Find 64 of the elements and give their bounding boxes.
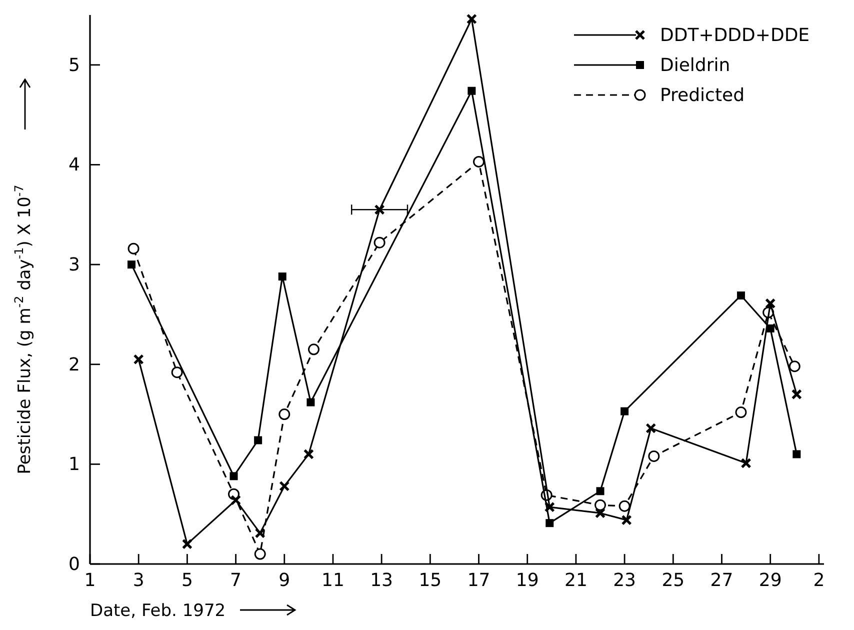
legend-label: Predicted <box>660 85 744 106</box>
x-tick-label: 27 <box>710 570 734 591</box>
point <box>620 407 629 416</box>
point <box>544 502 555 512</box>
point <box>791 389 802 400</box>
x-tick-label: 9 <box>278 570 290 591</box>
point <box>468 86 476 95</box>
point <box>306 398 315 406</box>
point <box>792 450 801 458</box>
point <box>765 298 776 309</box>
point <box>596 487 604 496</box>
x-tick-label: 21 <box>564 570 588 591</box>
legend-label: Dieldrin <box>660 55 730 76</box>
point <box>128 260 136 269</box>
point <box>308 344 320 356</box>
point <box>546 519 554 528</box>
x-tick-label: 15 <box>418 570 442 591</box>
point <box>278 408 290 420</box>
x-tick-label: 25 <box>662 570 685 591</box>
point <box>133 354 144 365</box>
point <box>466 14 477 24</box>
point <box>621 514 632 526</box>
point <box>303 448 314 460</box>
point <box>374 204 385 215</box>
y-tick-label: 3 <box>68 254 80 276</box>
x-axis-title: Date, Feb. 1972 <box>90 601 226 621</box>
point <box>473 156 485 168</box>
point <box>735 406 747 418</box>
x-tick-label: 1 <box>84 570 96 591</box>
x-tick-label: 23 <box>613 570 636 591</box>
point <box>182 538 192 550</box>
x-tick-label: 17 <box>467 570 490 591</box>
point <box>646 422 656 434</box>
x-tick-label: 2 <box>813 570 825 591</box>
y-tick-label: 0 <box>68 554 80 575</box>
x-tick-label: 19 <box>516 570 539 591</box>
point <box>171 366 183 378</box>
point <box>254 436 262 444</box>
point <box>279 480 290 492</box>
y-tick-label: 1 <box>68 454 80 476</box>
point <box>648 450 660 462</box>
point <box>594 508 606 518</box>
x-tick-label: 11 <box>322 570 344 591</box>
x-tick-label: 13 <box>370 570 394 591</box>
x-tick-label: 7 <box>230 570 242 591</box>
point <box>740 458 752 468</box>
point <box>618 500 630 512</box>
x-tick-label: 5 <box>181 570 193 591</box>
point <box>230 472 238 480</box>
point <box>128 242 140 254</box>
point <box>788 360 800 372</box>
point <box>594 499 606 511</box>
legend-label: DDT+DDD+DDE <box>660 25 810 46</box>
point <box>254 528 266 538</box>
x-tick-label: 29 <box>758 570 782 591</box>
point <box>278 272 286 281</box>
x-tick-label: 3 <box>132 570 144 591</box>
point <box>254 548 266 560</box>
point <box>230 494 242 506</box>
point <box>736 291 745 300</box>
y-tick-label: 5 <box>68 54 80 76</box>
y-tick-label: 4 <box>68 154 80 176</box>
y-tick-label: 2 <box>68 354 80 376</box>
point <box>374 236 386 248</box>
